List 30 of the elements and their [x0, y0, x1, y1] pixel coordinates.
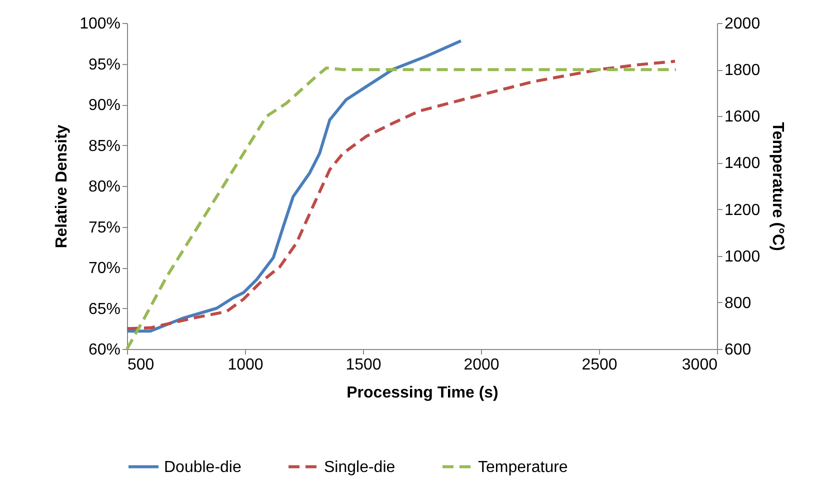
y-tick-label: 90%	[88, 97, 120, 114]
legend-label: Single-die	[324, 458, 396, 476]
y2-tick-label: 1000	[724, 248, 760, 266]
y2-tick-label: 1200	[724, 202, 760, 219]
x-tick-label: 500	[128, 356, 154, 374]
x-axis-title: Processing Time (s)	[346, 384, 498, 402]
x-tick-label: 2000	[464, 356, 500, 374]
x-tick-label: 3000	[682, 356, 718, 374]
y-tick-label: 65%	[88, 300, 120, 318]
legend-label: Double-die	[164, 458, 242, 476]
y-tick-label: 100%	[80, 16, 120, 32]
y2-tick-label: 1600	[724, 108, 760, 126]
y2-axis-title: Temperature (°C)	[769, 122, 786, 251]
line-series	[126, 39, 462, 333]
x-tick-label: 2500	[582, 356, 618, 374]
x-tick-label: 1000	[228, 356, 264, 374]
legend-label: Temperature	[478, 458, 568, 476]
y-tick-label: 70%	[88, 260, 120, 277]
y2-tick-label: 600	[724, 342, 752, 358]
y-tick-label: 80%	[88, 178, 120, 196]
y-axis-title: Relative Density	[54, 124, 71, 248]
y2-tick-label: 1800	[724, 62, 760, 80]
y-tick-label: 75%	[88, 219, 120, 236]
y2-tick-label: 800	[724, 294, 752, 312]
y2-tick-label: 2000	[724, 16, 760, 32]
y-tick-label: 60%	[88, 342, 120, 358]
y2-tick-label: 1400	[724, 155, 760, 172]
x-tick-label: 1500	[346, 356, 382, 374]
y-tick-label: 85%	[88, 138, 120, 155]
y-tick-label: 95%	[88, 56, 120, 74]
